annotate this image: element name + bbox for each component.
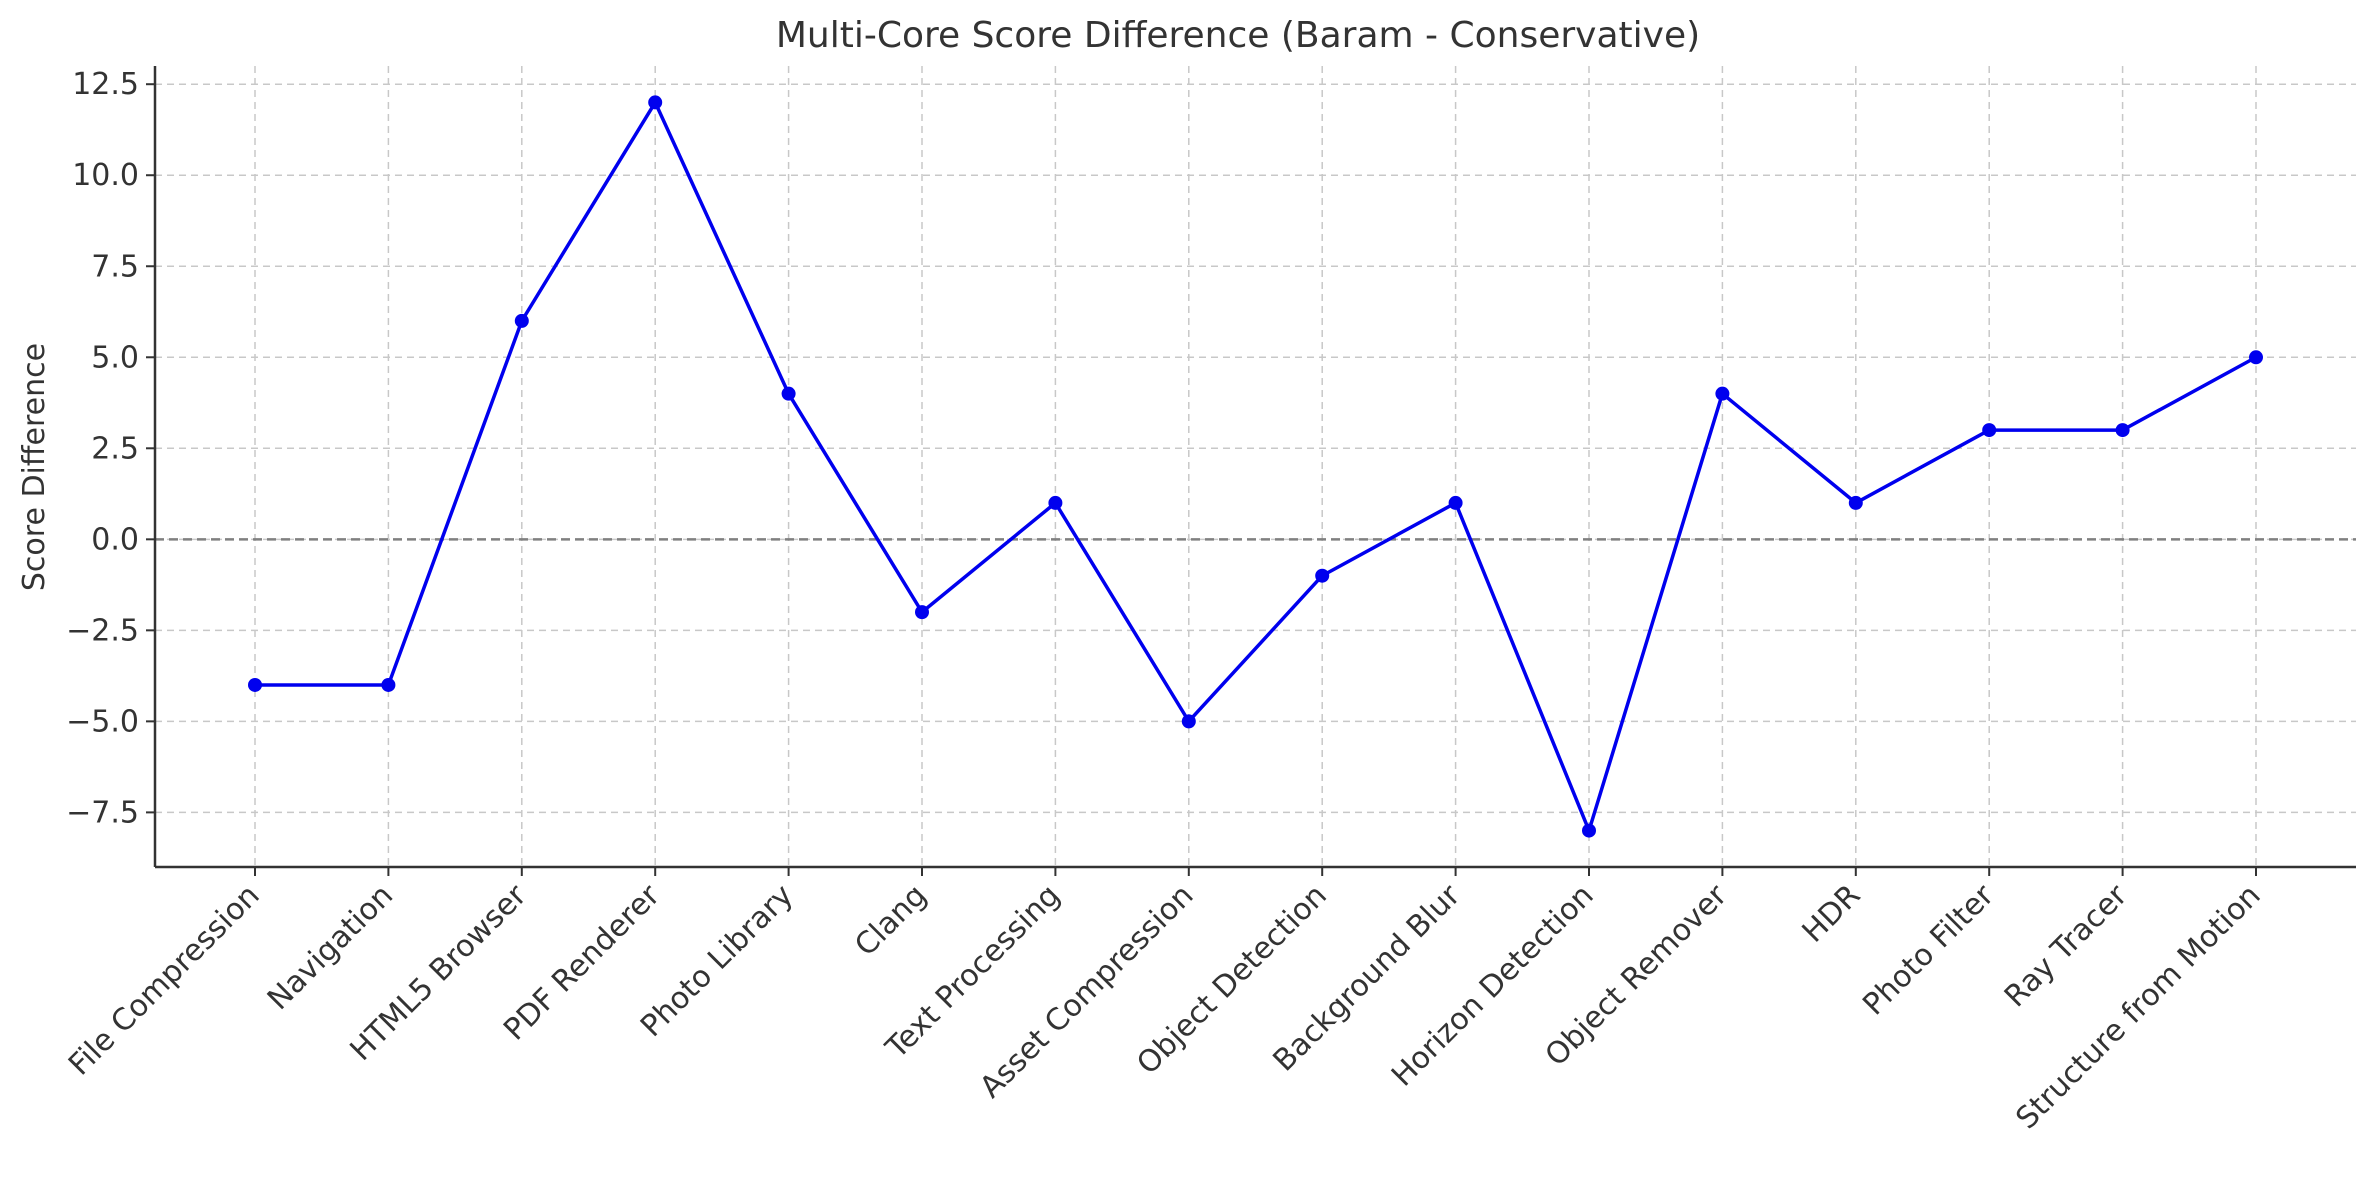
data-point [1582,823,1596,838]
x-tick-label: Navigation [261,878,400,1017]
y-tick-label: 12.5 [72,67,139,102]
data-point [1181,714,1196,729]
x-tick-label: Clang [848,878,933,963]
chart-title: Multi-Core Score Difference (Baram - Con… [776,15,1700,56]
data-point [1315,568,1330,583]
data-point [1848,495,1863,510]
data-point [1715,386,1730,401]
series-layer [248,95,2263,838]
grid [155,66,2356,867]
y-tick-label: 2.5 [91,431,139,466]
data-point [2249,350,2263,365]
axes [153,66,2356,869]
y-tick-label: −7.5 [66,795,139,830]
y-tick-label: −2.5 [66,613,139,648]
data-point [514,313,529,328]
y-tick-label: 0.0 [91,522,139,557]
x-tick-label: File Compression [62,878,267,1083]
y-tick-label: 7.5 [91,249,139,284]
y-axis-ticks: −7.5 −5.0 −2.5 0.0 2.5 5.0 7.5 10.0 12.5 [66,67,155,830]
data-point [1982,423,1997,438]
data-point [781,386,796,401]
y-tick-label: 10.0 [72,158,139,193]
data-point [381,677,396,692]
x-tick-label: Structure from Motion [2009,878,2267,1136]
y-tick-label: 5.0 [91,340,139,375]
y-axis-label: Score Difference [17,343,52,591]
data-point [248,677,262,692]
series-line [255,100,2257,833]
data-point [2115,423,2130,438]
data-point [915,605,929,620]
data-point [1048,495,1063,510]
x-tick-label: Ray Tracer [1998,877,2135,1014]
y-tick-label: −5.0 [66,704,139,739]
data-point [1448,495,1463,510]
data-point [648,95,663,110]
x-tick-label: HDR [1796,878,1868,950]
x-tick-label: Photo Filter [1856,877,2001,1022]
